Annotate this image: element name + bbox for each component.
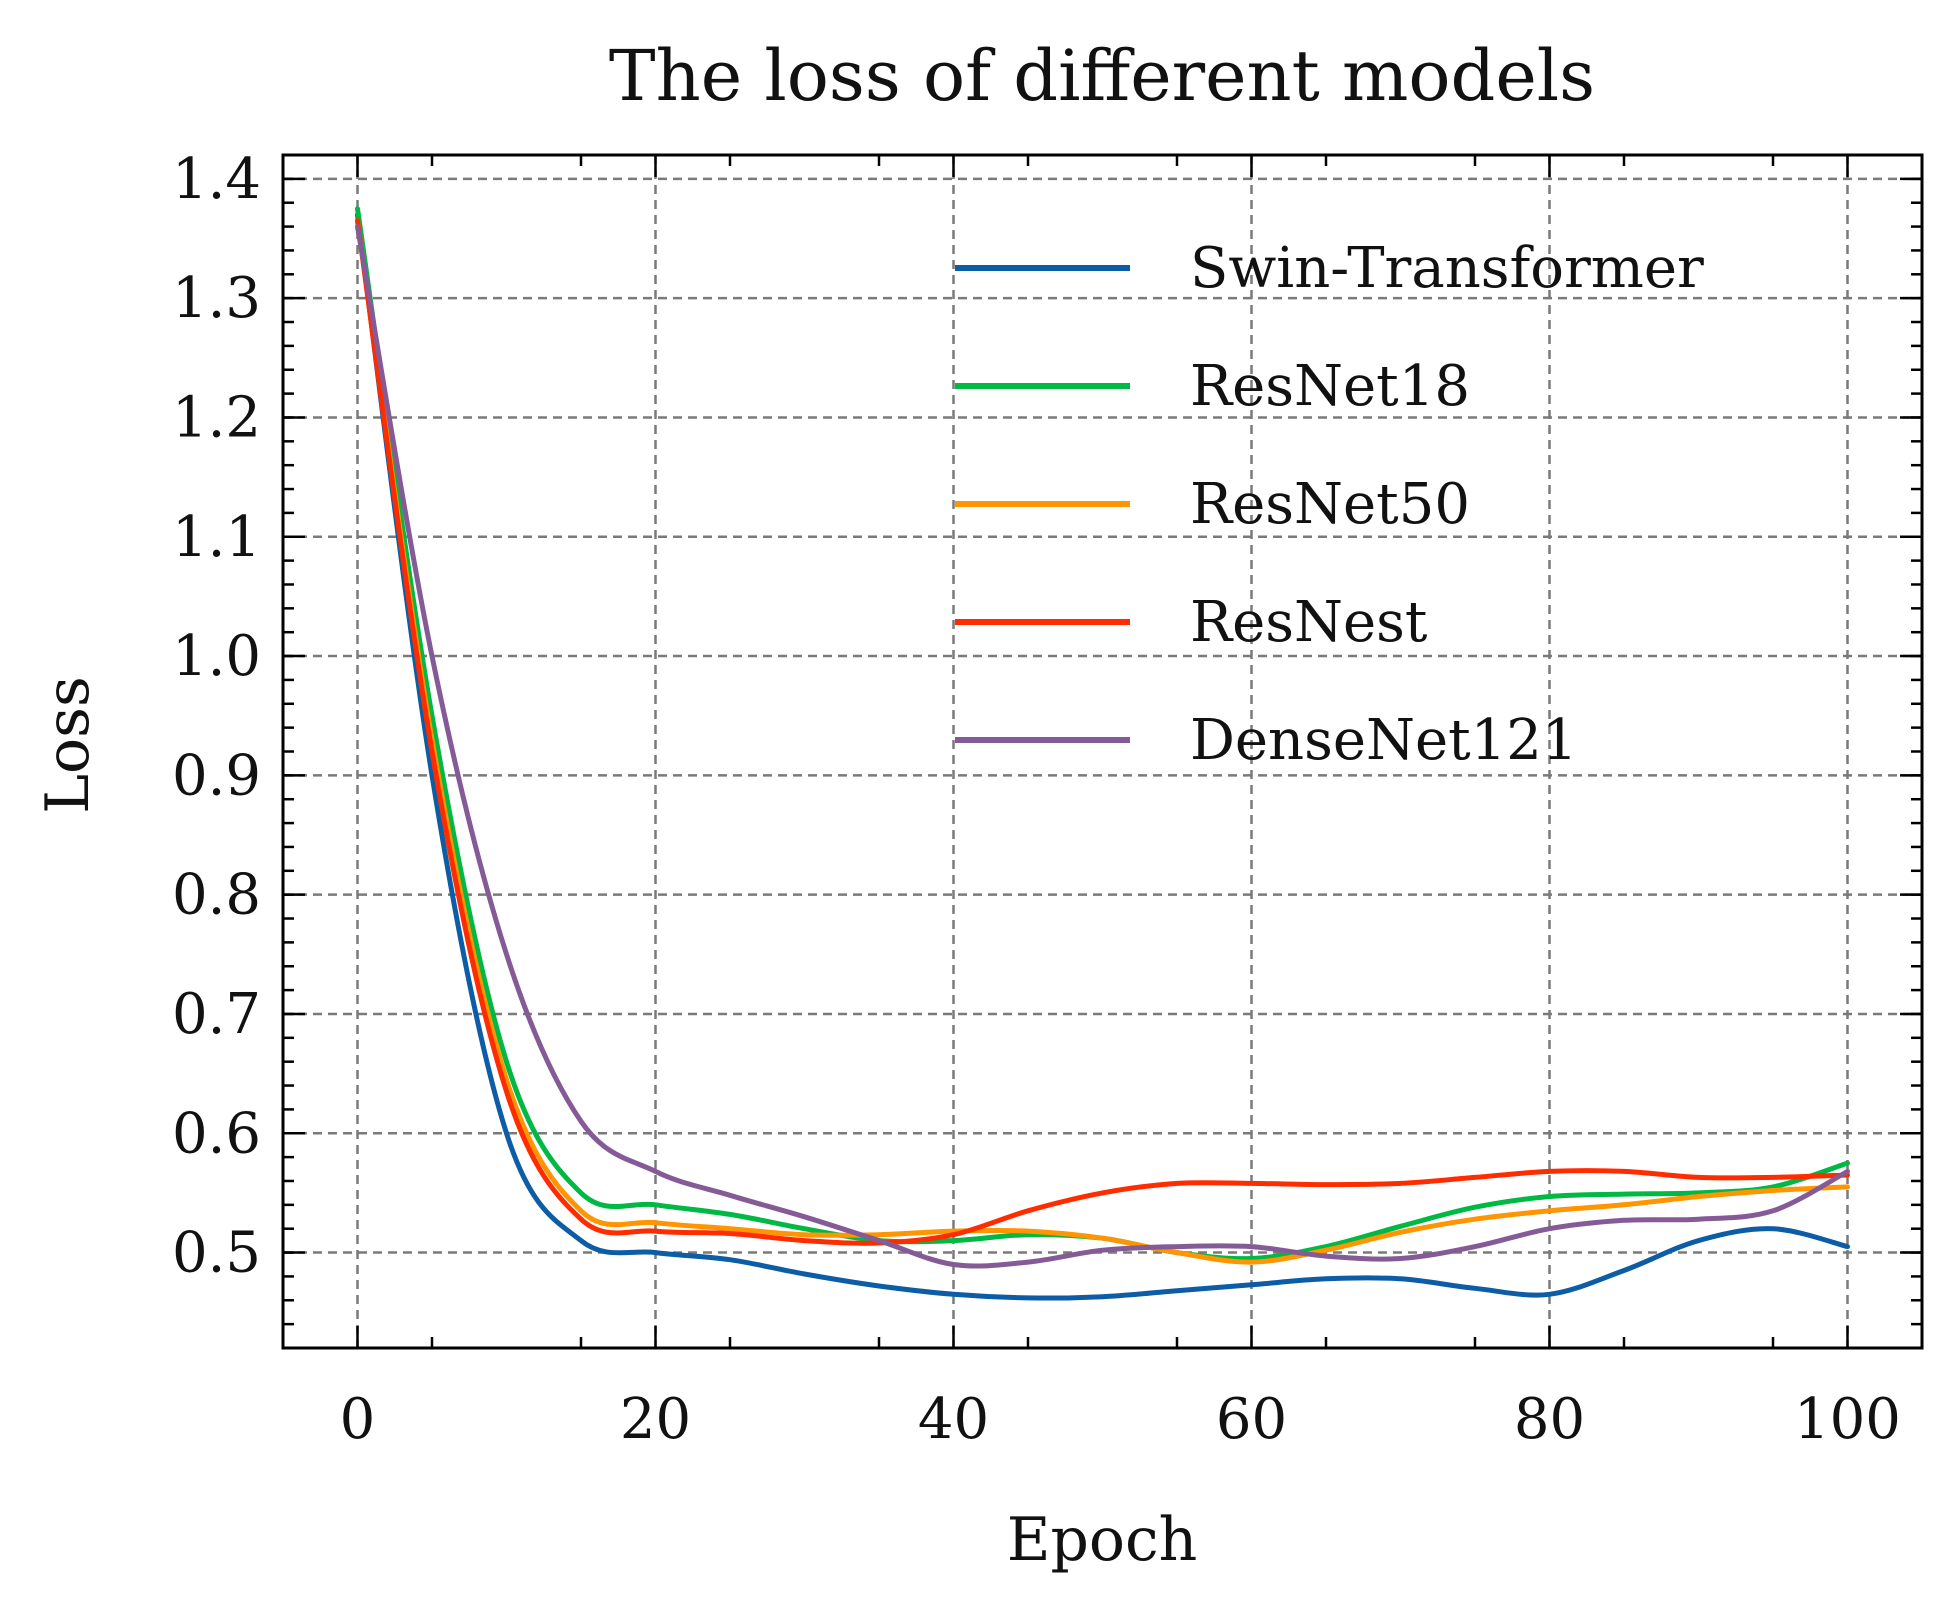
y-tick-label: 1.3 bbox=[172, 266, 261, 331]
legend-label-resnet18: ResNet18 bbox=[1190, 354, 1470, 419]
tick-labels: 0 20 40 60 80 100 0.5 0.6 0.7 0.8 0.9 1.0 1.1 1.2 1.3 1… bbox=[172, 147, 1901, 1452]
y-tick-label: 0.5 bbox=[172, 1221, 261, 1286]
x-tick-label: 40 bbox=[918, 1387, 989, 1452]
y-tick-label: 0.7 bbox=[172, 982, 261, 1047]
series-line-resnet50 bbox=[355, 218, 1850, 1265]
series-lines bbox=[355, 206, 1850, 1301]
y-tick-label: 0.9 bbox=[172, 743, 261, 808]
y-tick-label: 1.4 bbox=[172, 147, 261, 212]
series-line-resnest bbox=[355, 218, 1850, 1246]
x-tick-label: 80 bbox=[1514, 1387, 1585, 1452]
legend-label-swin-transformer: Swin-Transformer bbox=[1190, 236, 1704, 301]
plot-frame bbox=[281, 153, 1924, 1350]
y-tick-label: 1.1 bbox=[172, 505, 261, 570]
x-tick-label: 0 bbox=[340, 1387, 376, 1452]
y-tick-label: 1.0 bbox=[172, 624, 261, 689]
y-tick-label: 0.8 bbox=[172, 863, 261, 928]
x-tick-label: 20 bbox=[620, 1387, 691, 1452]
y-tick-label: 0.6 bbox=[172, 1101, 261, 1166]
chart-title: The loss of different models bbox=[609, 35, 1595, 117]
y-tick-label: 1.2 bbox=[172, 385, 261, 450]
grid-lines bbox=[283, 155, 1922, 1348]
y-axis-label: Loss bbox=[33, 676, 103, 814]
series-line-resnet18 bbox=[355, 206, 1850, 1262]
x-axis-label: Epoch bbox=[1007, 1505, 1198, 1575]
legend: Swin-Transformer ResNet18 ResNet50 ResNest D… bbox=[955, 236, 1704, 773]
legend-label-resnet50: ResNet50 bbox=[1190, 472, 1470, 537]
series-line-swin-transformer bbox=[355, 212, 1850, 1301]
series-line-densenet121 bbox=[355, 224, 1850, 1269]
axis-ticks bbox=[283, 153, 1922, 1350]
legend-label-resnest: ResNest bbox=[1190, 590, 1428, 655]
x-tick-label: 100 bbox=[1794, 1387, 1901, 1452]
legend-label-densenet121: DenseNet121 bbox=[1190, 708, 1578, 773]
x-tick-label: 60 bbox=[1216, 1387, 1287, 1452]
